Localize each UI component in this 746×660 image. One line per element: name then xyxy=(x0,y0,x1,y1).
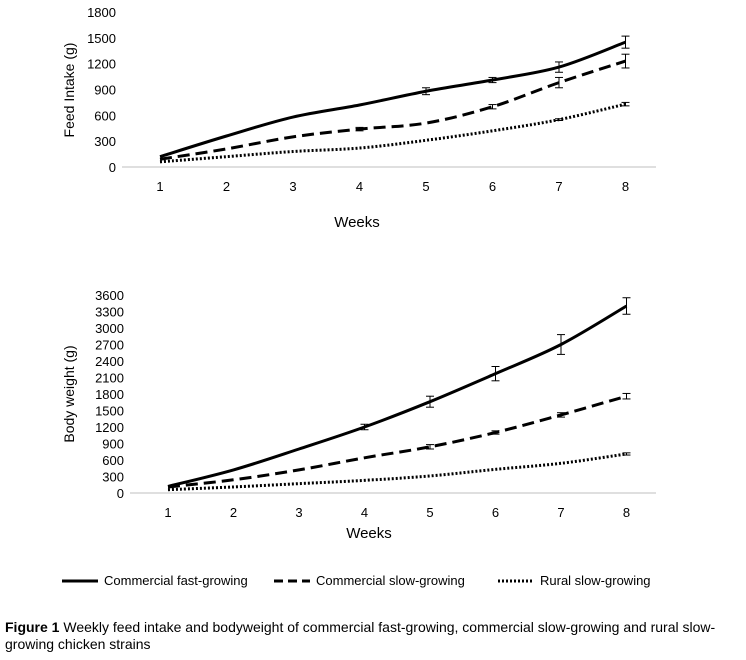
error-bar xyxy=(426,444,434,450)
error-bar xyxy=(360,423,369,431)
x-tick-label: 6 xyxy=(489,179,496,194)
series-line xyxy=(159,40,627,159)
y-tick-label: 0 xyxy=(109,160,116,175)
error-bar xyxy=(621,35,630,49)
error-bar xyxy=(622,392,631,400)
x-tick-label: 2 xyxy=(230,505,237,520)
y-tick-label: 300 xyxy=(102,470,124,485)
figure-caption: Figure 1 Weekly feed intake and bodyweig… xyxy=(5,619,743,653)
error-bar xyxy=(621,101,630,107)
x-tick-label: 6 xyxy=(492,505,499,520)
x-tick-label: 4 xyxy=(361,505,368,520)
y-tick-label: 1500 xyxy=(87,31,116,46)
x-tick-label: 4 xyxy=(356,179,363,194)
error-bar xyxy=(355,126,364,132)
y-tick-label: 2100 xyxy=(95,371,124,386)
y-axis-title: Body weight (g) xyxy=(61,345,77,442)
x-tick-label: 1 xyxy=(164,505,171,520)
x-tick-label: 3 xyxy=(295,505,302,520)
series-dashed xyxy=(167,392,631,489)
legend: Commercial fast-growing Commercial slow-… xyxy=(0,573,746,591)
figure-caption-text: Weekly feed intake and bodyweight of com… xyxy=(5,619,716,652)
series-solid xyxy=(167,297,631,488)
figure-caption-label: Figure 1 xyxy=(5,619,60,635)
series-solid xyxy=(159,35,630,159)
error-bar xyxy=(555,118,563,121)
x-tick-label: 7 xyxy=(557,505,564,520)
legend-item-commercial-slow: Commercial slow-growing xyxy=(274,573,465,588)
x-axis-title: Weeks xyxy=(334,214,380,231)
error-bar xyxy=(621,53,630,69)
x-tick-label: 7 xyxy=(555,179,562,194)
y-tick-label: 900 xyxy=(94,83,116,98)
x-axis-title: Weeks xyxy=(346,525,392,542)
chart-1: 0 300 600 900 1200 1500 1800 1 2 3 4 5 6 7 8 Weeks Feed … xyxy=(61,5,656,231)
legend-dotted-line-icon xyxy=(498,579,534,582)
error-bar xyxy=(622,297,631,315)
y-tick-label: 1200 xyxy=(87,57,116,72)
series-dashed xyxy=(159,53,630,161)
y-tick-label: 1800 xyxy=(87,5,116,20)
error-bar xyxy=(488,104,497,110)
error-bar xyxy=(557,334,565,355)
x-tick-label: 1 xyxy=(156,179,163,194)
y-tick-label: 2700 xyxy=(95,338,124,353)
y-tick-label: 0 xyxy=(117,486,124,501)
error-bar xyxy=(488,76,497,84)
legend-label-commercial-fast: Commercial fast-growing xyxy=(104,573,248,588)
y-tick-label: 300 xyxy=(94,134,116,149)
x-tick-label: 8 xyxy=(622,179,629,194)
series-line xyxy=(167,452,627,492)
legend-label-commercial-slow: Commercial slow-growing xyxy=(316,573,465,588)
y-tick-label: 1800 xyxy=(95,387,124,402)
series-line xyxy=(159,59,626,161)
error-bar xyxy=(491,430,500,435)
legend-dashed-line-icon xyxy=(274,579,310,582)
error-bar xyxy=(555,61,563,73)
series-line xyxy=(167,394,627,489)
series-dotted xyxy=(167,452,631,492)
series-line xyxy=(159,102,626,164)
x-tick-label: 8 xyxy=(623,505,630,520)
y-tick-label: 1200 xyxy=(95,420,124,435)
y-tick-label: 3600 xyxy=(95,288,124,303)
y-axis-title: Feed Intake (g) xyxy=(61,43,77,138)
error-bar xyxy=(426,395,434,408)
legend-label-rural-slow: Rural slow-growing xyxy=(540,573,651,588)
x-tick-label: 5 xyxy=(426,505,433,520)
error-bar xyxy=(622,452,631,456)
x-tick-label: 5 xyxy=(422,179,429,194)
y-tick-label: 600 xyxy=(94,108,116,123)
legend-item-rural-slow: Rural slow-growing xyxy=(498,573,651,588)
error-bar xyxy=(491,366,500,382)
error-bar xyxy=(422,87,430,96)
x-tick-label: 3 xyxy=(289,179,296,194)
y-tick-label: 3000 xyxy=(95,321,124,336)
y-tick-label: 600 xyxy=(102,453,124,468)
y-tick-label: 3300 xyxy=(95,305,124,320)
y-tick-label: 900 xyxy=(102,437,124,452)
legend-item-commercial-fast: Commercial fast-growing xyxy=(62,573,248,588)
y-tick-label: 2400 xyxy=(95,354,124,369)
y-tick-label: 1500 xyxy=(95,404,124,419)
series-line xyxy=(167,304,628,488)
error-bar xyxy=(555,76,563,89)
legend-solid-line-icon xyxy=(62,579,98,582)
error-bar xyxy=(557,412,565,418)
x-tick-label: 2 xyxy=(223,179,230,194)
series-dotted xyxy=(159,101,630,164)
chart-2: 0300600900120015001800210024002700300033… xyxy=(61,288,656,542)
